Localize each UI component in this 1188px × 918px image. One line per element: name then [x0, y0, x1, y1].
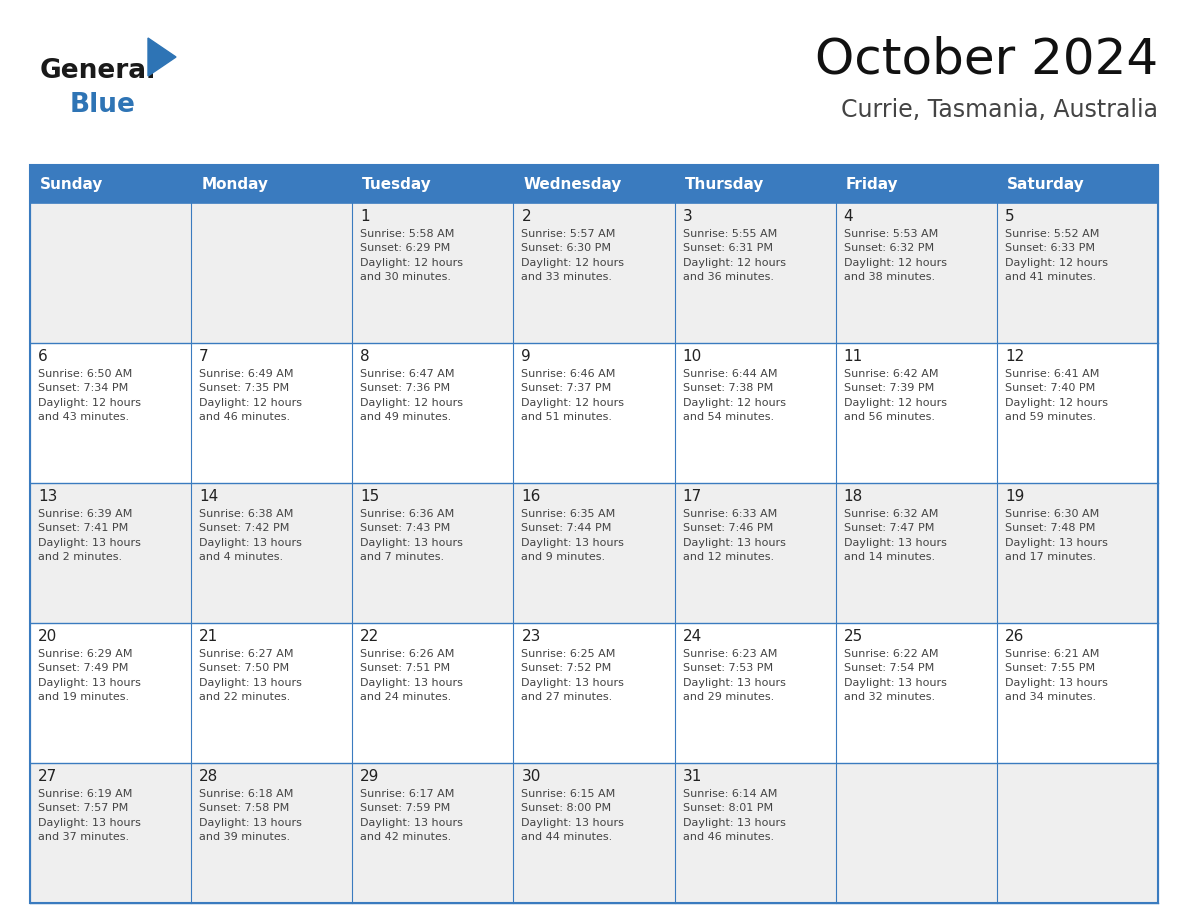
Text: Sunrise: 6:41 AM
Sunset: 7:40 PM
Daylight: 12 hours
and 59 minutes.: Sunrise: 6:41 AM Sunset: 7:40 PM Dayligh… [1005, 369, 1108, 422]
Text: 12: 12 [1005, 349, 1024, 364]
Text: Sunrise: 6:22 AM
Sunset: 7:54 PM
Daylight: 13 hours
and 32 minutes.: Sunrise: 6:22 AM Sunset: 7:54 PM Dayligh… [843, 649, 947, 702]
Text: 26: 26 [1005, 629, 1024, 644]
Bar [30, 623, 1158, 763]
Bar [191, 165, 353, 203]
Text: Sunrise: 6:39 AM
Sunset: 7:41 PM
Daylight: 13 hours
and 2 minutes.: Sunrise: 6:39 AM Sunset: 7:41 PM Dayligh… [38, 509, 141, 562]
Text: 14: 14 [200, 489, 219, 504]
Text: 8: 8 [360, 349, 369, 364]
Text: Sunrise: 6:18 AM
Sunset: 7:58 PM
Daylight: 13 hours
and 39 minutes.: Sunrise: 6:18 AM Sunset: 7:58 PM Dayligh… [200, 789, 302, 842]
Text: Sunrise: 6:14 AM
Sunset: 8:01 PM
Daylight: 13 hours
and 46 minutes.: Sunrise: 6:14 AM Sunset: 8:01 PM Dayligh… [683, 789, 785, 842]
Text: 11: 11 [843, 349, 862, 364]
Text: Sunrise: 6:19 AM
Sunset: 7:57 PM
Daylight: 13 hours
and 37 minutes.: Sunrise: 6:19 AM Sunset: 7:57 PM Dayligh… [38, 789, 141, 842]
Bar [30, 165, 1158, 903]
Text: 29: 29 [360, 769, 380, 784]
Text: 30: 30 [522, 769, 541, 784]
Text: Wednesday: Wednesday [524, 176, 621, 192]
Text: Friday: Friday [846, 176, 898, 192]
Text: 6: 6 [38, 349, 48, 364]
Text: Sunrise: 6:44 AM
Sunset: 7:38 PM
Daylight: 12 hours
and 54 minutes.: Sunrise: 6:44 AM Sunset: 7:38 PM Dayligh… [683, 369, 785, 422]
Text: Sunrise: 6:38 AM
Sunset: 7:42 PM
Daylight: 13 hours
and 4 minutes.: Sunrise: 6:38 AM Sunset: 7:42 PM Dayligh… [200, 509, 302, 562]
Text: General: General [40, 58, 157, 84]
Text: 5: 5 [1005, 209, 1015, 224]
Text: 24: 24 [683, 629, 702, 644]
Polygon shape [148, 38, 176, 76]
Text: 18: 18 [843, 489, 862, 504]
Bar [353, 165, 513, 203]
Text: Sunrise: 6:50 AM
Sunset: 7:34 PM
Daylight: 12 hours
and 43 minutes.: Sunrise: 6:50 AM Sunset: 7:34 PM Dayligh… [38, 369, 141, 422]
Text: 13: 13 [38, 489, 57, 504]
Text: Sunday: Sunday [40, 176, 103, 192]
Text: Sunrise: 6:33 AM
Sunset: 7:46 PM
Daylight: 13 hours
and 12 minutes.: Sunrise: 6:33 AM Sunset: 7:46 PM Dayligh… [683, 509, 785, 562]
Text: October 2024: October 2024 [815, 35, 1158, 83]
Text: Thursday: Thursday [684, 176, 764, 192]
Text: Sunrise: 6:29 AM
Sunset: 7:49 PM
Daylight: 13 hours
and 19 minutes.: Sunrise: 6:29 AM Sunset: 7:49 PM Dayligh… [38, 649, 141, 702]
Text: Blue: Blue [70, 92, 135, 118]
Text: 9: 9 [522, 349, 531, 364]
Text: 3: 3 [683, 209, 693, 224]
Text: 31: 31 [683, 769, 702, 784]
Text: Sunrise: 6:25 AM
Sunset: 7:52 PM
Daylight: 13 hours
and 27 minutes.: Sunrise: 6:25 AM Sunset: 7:52 PM Dayligh… [522, 649, 625, 702]
Text: Sunrise: 6:23 AM
Sunset: 7:53 PM
Daylight: 13 hours
and 29 minutes.: Sunrise: 6:23 AM Sunset: 7:53 PM Dayligh… [683, 649, 785, 702]
Text: 16: 16 [522, 489, 541, 504]
Bar [835, 165, 997, 203]
Text: 2: 2 [522, 209, 531, 224]
Text: Sunrise: 6:47 AM
Sunset: 7:36 PM
Daylight: 12 hours
and 49 minutes.: Sunrise: 6:47 AM Sunset: 7:36 PM Dayligh… [360, 369, 463, 422]
Bar [997, 165, 1158, 203]
Text: Monday: Monday [201, 176, 268, 192]
Bar [30, 483, 1158, 623]
Text: Sunrise: 5:53 AM
Sunset: 6:32 PM
Daylight: 12 hours
and 38 minutes.: Sunrise: 5:53 AM Sunset: 6:32 PM Dayligh… [843, 229, 947, 282]
Text: Sunrise: 5:57 AM
Sunset: 6:30 PM
Daylight: 12 hours
and 33 minutes.: Sunrise: 5:57 AM Sunset: 6:30 PM Dayligh… [522, 229, 625, 282]
Text: Sunrise: 5:52 AM
Sunset: 6:33 PM
Daylight: 12 hours
and 41 minutes.: Sunrise: 5:52 AM Sunset: 6:33 PM Dayligh… [1005, 229, 1108, 282]
Text: 23: 23 [522, 629, 541, 644]
Text: Sunrise: 6:32 AM
Sunset: 7:47 PM
Daylight: 13 hours
and 14 minutes.: Sunrise: 6:32 AM Sunset: 7:47 PM Dayligh… [843, 509, 947, 562]
Text: 15: 15 [360, 489, 379, 504]
Text: Sunrise: 6:42 AM
Sunset: 7:39 PM
Daylight: 12 hours
and 56 minutes.: Sunrise: 6:42 AM Sunset: 7:39 PM Dayligh… [843, 369, 947, 422]
Text: Sunrise: 6:30 AM
Sunset: 7:48 PM
Daylight: 13 hours
and 17 minutes.: Sunrise: 6:30 AM Sunset: 7:48 PM Dayligh… [1005, 509, 1107, 562]
Text: 25: 25 [843, 629, 862, 644]
Text: Currie, Tasmania, Australia: Currie, Tasmania, Australia [841, 98, 1158, 122]
Bar [513, 165, 675, 203]
Text: 4: 4 [843, 209, 853, 224]
Text: Sunrise: 6:46 AM
Sunset: 7:37 PM
Daylight: 12 hours
and 51 minutes.: Sunrise: 6:46 AM Sunset: 7:37 PM Dayligh… [522, 369, 625, 422]
Text: 28: 28 [200, 769, 219, 784]
Text: Tuesday: Tuesday [362, 176, 432, 192]
Text: 20: 20 [38, 629, 57, 644]
Text: 22: 22 [360, 629, 379, 644]
Text: 17: 17 [683, 489, 702, 504]
Text: Sunrise: 5:55 AM
Sunset: 6:31 PM
Daylight: 12 hours
and 36 minutes.: Sunrise: 5:55 AM Sunset: 6:31 PM Dayligh… [683, 229, 785, 282]
Text: Sunrise: 6:21 AM
Sunset: 7:55 PM
Daylight: 13 hours
and 34 minutes.: Sunrise: 6:21 AM Sunset: 7:55 PM Dayligh… [1005, 649, 1107, 702]
Text: Saturday: Saturday [1007, 176, 1085, 192]
Text: Sunrise: 6:36 AM
Sunset: 7:43 PM
Daylight: 13 hours
and 7 minutes.: Sunrise: 6:36 AM Sunset: 7:43 PM Dayligh… [360, 509, 463, 562]
Bar [30, 763, 1158, 903]
Text: 19: 19 [1005, 489, 1024, 504]
Text: Sunrise: 6:17 AM
Sunset: 7:59 PM
Daylight: 13 hours
and 42 minutes.: Sunrise: 6:17 AM Sunset: 7:59 PM Dayligh… [360, 789, 463, 842]
Text: Sunrise: 6:26 AM
Sunset: 7:51 PM
Daylight: 13 hours
and 24 minutes.: Sunrise: 6:26 AM Sunset: 7:51 PM Dayligh… [360, 649, 463, 702]
Bar [675, 165, 835, 203]
Text: Sunrise: 6:49 AM
Sunset: 7:35 PM
Daylight: 12 hours
and 46 minutes.: Sunrise: 6:49 AM Sunset: 7:35 PM Dayligh… [200, 369, 302, 422]
Bar [30, 165, 191, 203]
Text: 10: 10 [683, 349, 702, 364]
Text: 1: 1 [360, 209, 369, 224]
Text: Sunrise: 6:35 AM
Sunset: 7:44 PM
Daylight: 13 hours
and 9 minutes.: Sunrise: 6:35 AM Sunset: 7:44 PM Dayligh… [522, 509, 625, 562]
Bar [30, 203, 1158, 343]
Text: 27: 27 [38, 769, 57, 784]
Text: 7: 7 [200, 349, 209, 364]
Bar [30, 343, 1158, 483]
Text: Sunrise: 6:15 AM
Sunset: 8:00 PM
Daylight: 13 hours
and 44 minutes.: Sunrise: 6:15 AM Sunset: 8:00 PM Dayligh… [522, 789, 625, 842]
Text: Sunrise: 5:58 AM
Sunset: 6:29 PM
Daylight: 12 hours
and 30 minutes.: Sunrise: 5:58 AM Sunset: 6:29 PM Dayligh… [360, 229, 463, 282]
Text: Sunrise: 6:27 AM
Sunset: 7:50 PM
Daylight: 13 hours
and 22 minutes.: Sunrise: 6:27 AM Sunset: 7:50 PM Dayligh… [200, 649, 302, 702]
Text: 21: 21 [200, 629, 219, 644]
